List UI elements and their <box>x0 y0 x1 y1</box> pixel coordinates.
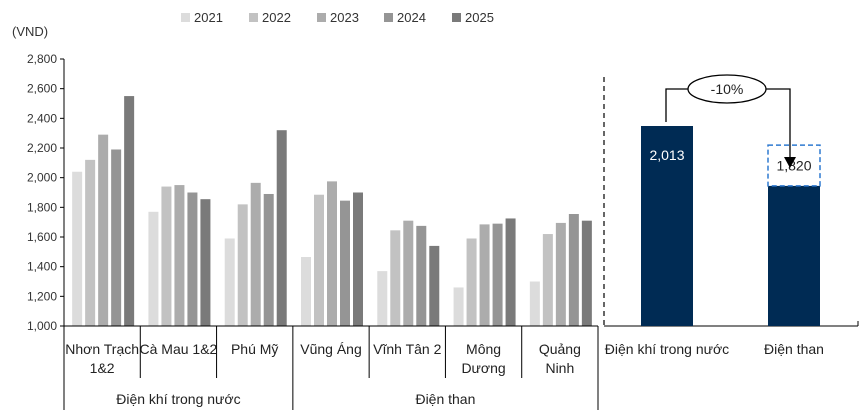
bar <box>250 182 261 326</box>
bar <box>555 222 566 326</box>
x-tick-label: Cà Mau 1&2 <box>140 341 218 357</box>
y-tick-label: 1,600 <box>27 230 57 244</box>
y-tick-label: 1,200 <box>27 289 57 303</box>
bar-value-label: 2,013 <box>649 147 684 163</box>
x-tick-label: Điện khí trong nước <box>605 341 729 357</box>
bar <box>314 194 324 326</box>
y-tick-label: 1,400 <box>27 260 57 274</box>
x-tick-label: Nhơn Trạch <box>65 341 139 357</box>
legend-swatch <box>249 13 258 22</box>
bar <box>301 257 311 326</box>
x-tick-label: Mông <box>466 341 501 357</box>
bar <box>492 223 503 326</box>
x-axis: Nhơn Trạch 1&2 Cà Mau 1&2 Phú Mỹ Vũng Áng Vĩn… <box>63 325 599 410</box>
bar <box>768 185 820 326</box>
bar <box>416 225 427 326</box>
bar <box>148 211 159 326</box>
annotation-connector <box>665 88 688 122</box>
x-tick-label: Điện than <box>764 341 824 357</box>
y-tick-label: 2,200 <box>27 141 57 155</box>
bar <box>453 287 464 326</box>
bar <box>276 130 287 326</box>
bar <box>429 245 440 326</box>
bar <box>466 238 477 326</box>
bar <box>403 220 414 326</box>
legend-label: 2021 <box>194 10 223 25</box>
legend: 2021 2022 2023 2024 2025 <box>181 10 494 25</box>
y-tick-label: 1,000 <box>27 319 57 333</box>
annotation-label: -10% <box>711 81 744 97</box>
bar <box>98 134 109 326</box>
bar <box>174 185 185 326</box>
bar <box>187 192 198 326</box>
y-tick-label: 2,000 <box>27 171 57 185</box>
x-tick-label: Quảng <box>539 341 581 357</box>
bar <box>479 224 490 326</box>
y-tick-label: 2,800 <box>27 52 57 66</box>
bar <box>641 126 693 326</box>
legend-swatch <box>384 13 393 22</box>
x-tick-label: 1&2 <box>90 360 115 376</box>
bar <box>353 192 363 326</box>
y-tick-label: 2,400 <box>27 111 57 125</box>
bar <box>237 204 248 326</box>
annotation-ellipse <box>687 74 767 104</box>
legend-label: 2025 <box>465 10 494 25</box>
bar <box>377 271 388 326</box>
y-axis-label: (VND) <box>12 24 48 39</box>
bar <box>111 149 122 326</box>
y-tick-label: 1,800 <box>27 200 57 214</box>
bar <box>542 234 553 326</box>
x-group-label: Điện than <box>415 391 475 407</box>
bar <box>581 220 592 326</box>
bar <box>85 159 96 326</box>
bar-dashed-outline <box>767 144 821 187</box>
bar <box>529 281 540 326</box>
bar <box>200 199 211 326</box>
bar <box>224 238 235 326</box>
bar-series <box>72 96 592 326</box>
bar <box>263 193 274 326</box>
bar-value-label: 1,820 <box>776 158 811 174</box>
legend-label: 2022 <box>262 10 291 25</box>
legend-swatch <box>452 13 461 22</box>
annotation-arrowhead <box>784 157 796 168</box>
legend-label: 2024 <box>397 10 426 25</box>
y-axis: 1,000 1,200 1,400 1,600 1,800 2,000 2,200 2,400… <box>27 52 65 333</box>
x-tick-label: Ninh <box>545 360 574 376</box>
y-tick-label: 2,600 <box>27 82 57 96</box>
x-tick-label: Vĩnh Tân 2 <box>373 341 441 357</box>
bar <box>505 218 516 326</box>
bar <box>568 214 579 326</box>
bar <box>340 200 350 326</box>
bar <box>124 96 135 326</box>
annotation-connector <box>766 88 791 158</box>
legend-swatch <box>181 13 190 22</box>
legend-swatch <box>317 13 326 22</box>
comparison-chart: 2,013 1,820 Điện khí trong nước Điện than -1… <box>603 74 859 357</box>
bar <box>161 186 172 326</box>
bar <box>390 230 401 326</box>
legend-label: 2023 <box>330 10 359 25</box>
x-tick-label: Vũng Áng <box>300 341 362 357</box>
bar <box>72 171 83 326</box>
x-tick-label: Dương <box>461 360 505 376</box>
x-group-label: Điện khí trong nước <box>116 391 240 407</box>
x-tick-label: Phú Mỹ <box>231 341 278 357</box>
bar <box>327 181 337 326</box>
